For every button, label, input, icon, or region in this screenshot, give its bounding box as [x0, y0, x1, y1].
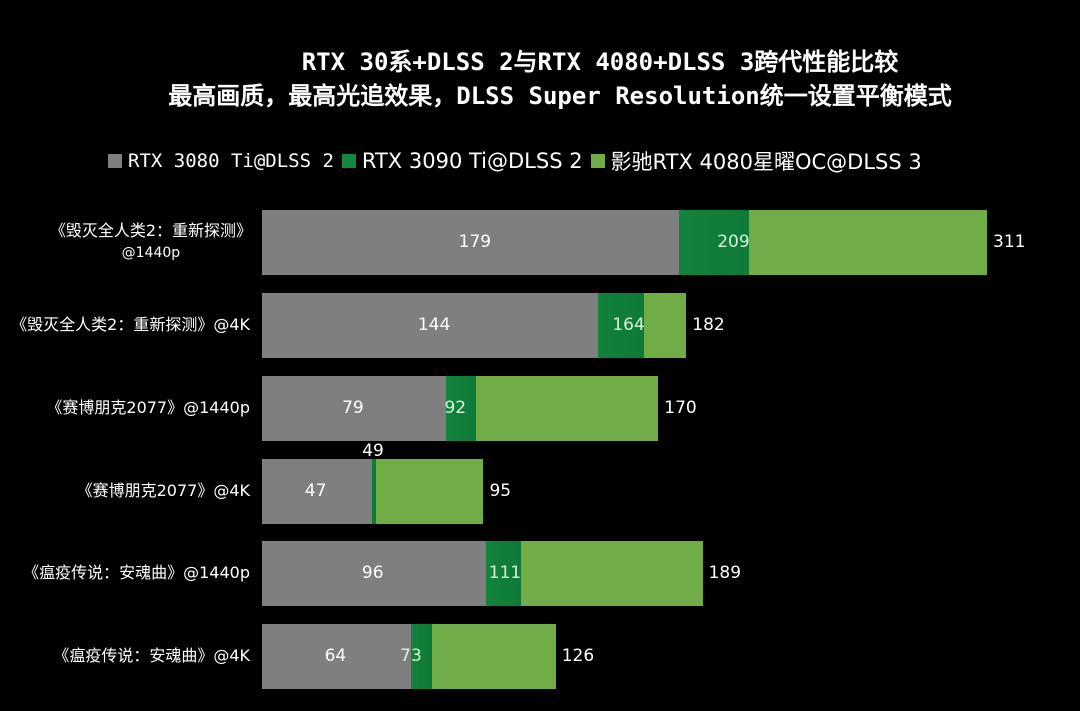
category-label: 《瘟疫传说：安魂曲》@4K: [53, 646, 250, 665]
chart-subtitle: 最高画质，最高光追效果，DLSS Super Resolution统一设置平衡模…: [168, 82, 952, 110]
bar-segment: [262, 459, 372, 524]
legend-swatch-icon: [341, 154, 356, 168]
category-label: 《毁灭全人类2：重新探测》 @1440p: [49, 221, 252, 261]
category-label: 《赛博朋克2077》@4K: [76, 481, 250, 500]
value-label: 311: [993, 232, 1026, 252]
value-label: 79: [342, 398, 364, 418]
value-label: 64: [324, 646, 347, 666]
legend-swatch-icon: [590, 154, 605, 168]
category-label: 《赛博朋克2077》@1440p: [46, 398, 250, 417]
legend-label: 影驰RTX 4080星曜OC@DLSS 3: [610, 150, 922, 174]
value-label: 49: [362, 441, 384, 461]
value-label: 111: [488, 563, 522, 583]
value-label: 47: [304, 481, 327, 501]
legend-item-3090ti: RTX 3090 Ti@DLSS 2: [341, 149, 583, 173]
value-label: 209: [717, 232, 750, 252]
value-label: 96: [361, 563, 384, 583]
value-label: 126: [561, 646, 595, 666]
value-label: 73: [400, 646, 422, 666]
value-label: 179: [458, 232, 492, 252]
legend-item-3080ti: RTX 3080 Ti@DLSS 2: [108, 150, 334, 172]
legend: RTX 3080 Ti@DLSS 2 RTX 3090 Ti@DLSS 2 影驰…: [108, 146, 930, 176]
bar-segment: [262, 210, 680, 275]
value-label: 95: [489, 481, 512, 501]
value-label: 92: [444, 398, 467, 418]
legend-item-4080: 影驰RTX 4080星曜OC@DLSS 3: [590, 146, 922, 176]
category-label: 《毁灭全人类2：重新探测》@4K: [11, 315, 250, 334]
value-label: 189: [708, 563, 742, 583]
value-label: 182: [692, 315, 725, 335]
category-label: 《瘟疫传说：安魂曲》@1440p: [23, 563, 250, 582]
bar-segment: [262, 376, 447, 441]
legend-swatch-icon: [108, 154, 122, 168]
legend-label: RTX 3090 Ti@DLSS 2: [361, 149, 583, 173]
value-label: 164: [612, 315, 645, 335]
bar-segment: [262, 541, 486, 606]
bar-segment: [262, 624, 412, 689]
bar-segment: [262, 293, 598, 358]
chart-title: RTX 30系+DLSS 2与RTX 4080+DLSS 3跨代性能比较: [301, 48, 899, 76]
legend-label: RTX 3080 Ti@DLSS 2: [128, 150, 334, 172]
value-label: 170: [664, 398, 697, 418]
value-label: 144: [417, 315, 451, 335]
